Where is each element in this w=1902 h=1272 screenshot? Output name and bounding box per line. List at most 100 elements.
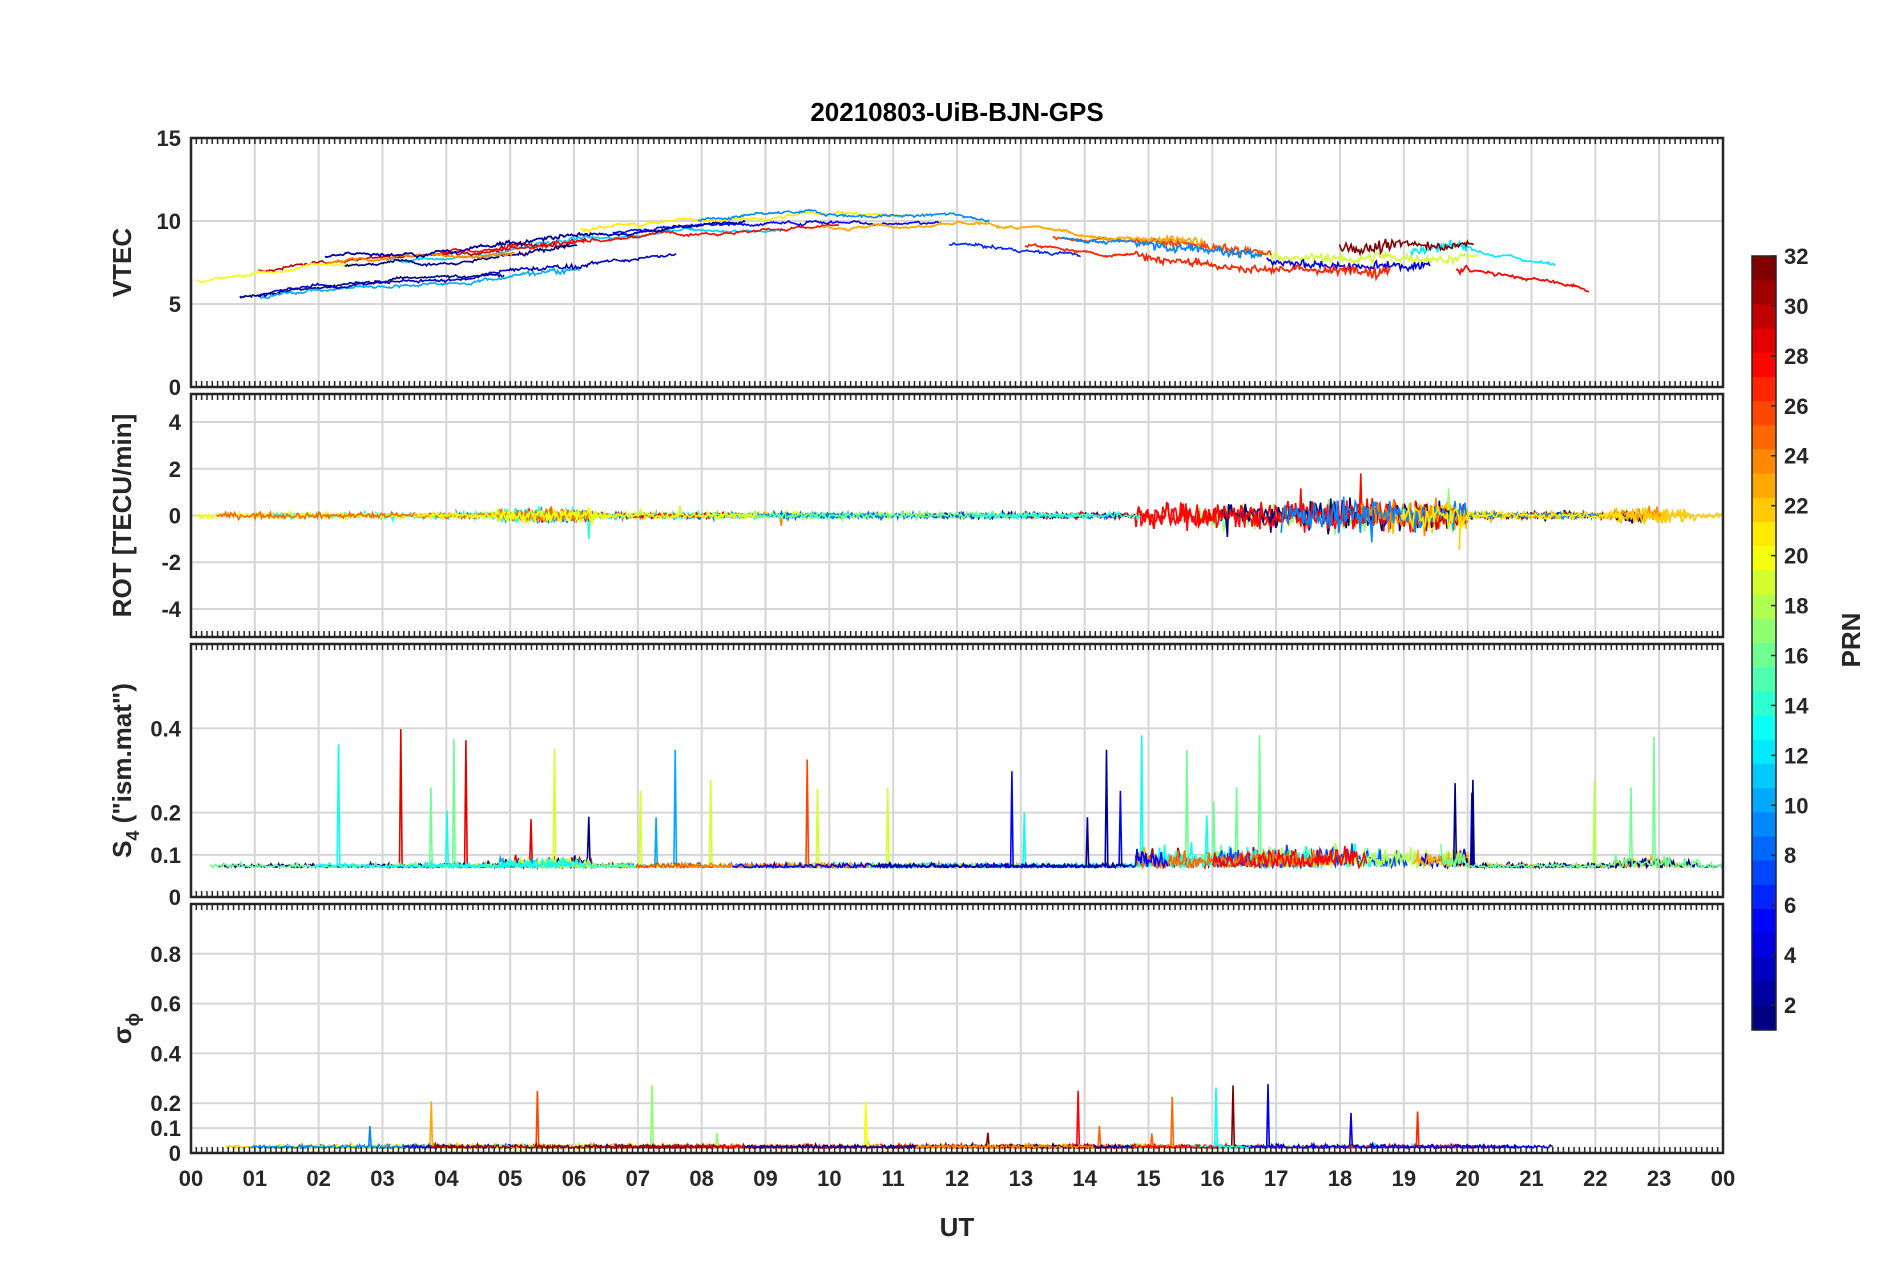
colorbar-tick-label: 26 (1784, 394, 1808, 419)
series-trace (414, 506, 757, 525)
colorbar-tick-label: 6 (1784, 893, 1796, 918)
colorbar-segment (1752, 546, 1776, 572)
colorbar-segment (1752, 304, 1776, 330)
colorbar-segment (1752, 884, 1776, 910)
y-axis-label: ROT [TECU/min] (107, 414, 137, 618)
colorbar-tick-label: 22 (1784, 494, 1808, 519)
panel-4-traces (225, 1084, 1553, 1151)
colorbar-tick-label: 14 (1784, 693, 1809, 718)
x-tick-label: 07 (626, 1166, 650, 1191)
y-axis-label-rest: ("ism.mat") (107, 683, 137, 830)
x-tick-label: 00 (179, 1166, 203, 1191)
colorbar-segment (1752, 376, 1776, 402)
colorbar-segment (1752, 570, 1776, 596)
x-tick-label: 16 (1200, 1166, 1224, 1191)
x-tick-label: 08 (689, 1166, 713, 1191)
colorbar-tick-label: 28 (1784, 344, 1808, 369)
colorbar-segment (1752, 763, 1776, 789)
series-trace (386, 226, 786, 264)
series-trace (324, 220, 746, 259)
chart-title: 20210803-UiB-BJN-GPS (810, 97, 1103, 127)
y-tick-label: -2 (161, 550, 181, 575)
y-tick-label: 5 (169, 292, 181, 317)
panel-1-traces (196, 208, 1589, 300)
series-trace (316, 744, 573, 871)
x-tick-labels: 00 01 02 03 04 05 06 07 08 09 10 11 12 13 14 15 16 17 18 19… (179, 1166, 1735, 1191)
series-trace (1060, 236, 1263, 260)
y-tick-label: 4 (169, 410, 182, 435)
y-tick-label: 0.2 (150, 1091, 181, 1116)
colorbar-segment (1752, 256, 1776, 281)
y-tick-label: 0 (169, 375, 181, 400)
y-axis-label-sub: ϕ (123, 1013, 143, 1027)
colorbar-segment (1752, 1005, 1776, 1031)
colorbar-segment (1752, 328, 1776, 354)
colorbar-segment (1752, 449, 1776, 475)
series-trace (779, 509, 1113, 522)
series-trace (1400, 505, 1623, 530)
x-tick-label: 20 (1455, 1166, 1479, 1191)
series-trace (580, 209, 910, 234)
colorbar-segment (1752, 788, 1776, 813)
x-tick-label: 09 (753, 1166, 777, 1191)
x-tick-label: 18 (1328, 1166, 1352, 1191)
y-tick-label: 0 (169, 885, 181, 910)
x-tick-label: 10 (817, 1166, 841, 1191)
series-trace (1455, 264, 1589, 293)
x-tick-label: 00 (1711, 1166, 1735, 1191)
y-tick-label: -4 (161, 597, 181, 622)
colorbar-tick-label: 10 (1784, 793, 1808, 818)
y-tick-label: 0.4 (150, 716, 181, 741)
y-tick-label: 0 (169, 504, 181, 529)
colorbar-tick-label: 4 (1784, 943, 1797, 968)
y-tick-label: 0.8 (150, 942, 181, 967)
series-trace (344, 243, 578, 268)
colorbar-segment (1752, 618, 1776, 644)
series-trace (821, 220, 1205, 248)
x-axis-label: UT (940, 1212, 975, 1242)
colorbar-segment (1752, 425, 1776, 451)
series-trace (697, 208, 990, 223)
y-tick-label: 0.2 (150, 801, 181, 826)
colorbar-tick-label: 32 (1784, 244, 1808, 269)
y-tick-label: 2 (169, 457, 181, 482)
series-trace (1439, 736, 1723, 870)
x-tick-label: 03 (370, 1166, 394, 1191)
colorbar-segment (1752, 691, 1776, 717)
colorbar-segment (1752, 981, 1776, 1007)
y-tick-label: 0 (169, 1141, 181, 1166)
colorbar-segment (1752, 836, 1776, 862)
series-trace (1256, 249, 1479, 267)
y-axis-label: VTEC (107, 228, 137, 298)
colorbar-tick-label: 2 (1784, 993, 1796, 1018)
colorbar-tick-label: 18 (1784, 594, 1808, 619)
x-tick-label: 22 (1583, 1166, 1607, 1191)
series-trace (196, 262, 360, 284)
y-tick-label: 15 (157, 126, 181, 151)
colorbar-segment (1752, 812, 1776, 838)
panel-2-traces (195, 473, 1723, 550)
series-trace (257, 253, 677, 298)
y-axis-label-main: S (107, 841, 137, 858)
colorbar-segment (1752, 401, 1776, 426)
series-trace (1024, 243, 1391, 282)
y-tick-label: 0.1 (150, 843, 181, 868)
colorbar-segment (1752, 909, 1776, 934)
colorbar-tick-label: 8 (1784, 843, 1796, 868)
series-trace (1211, 845, 1368, 870)
y-axis-label-sub: 4 (123, 831, 143, 841)
series-trace (876, 749, 1129, 870)
x-tick-label: 01 (243, 1166, 267, 1191)
y-axis-label: S4 ("ism.mat") (107, 683, 143, 858)
series-trace (612, 219, 942, 234)
series-trace (1338, 237, 1474, 257)
x-tick-label: 11 (882, 1166, 905, 1191)
colorbar-tick-label: 20 (1784, 544, 1808, 569)
x-tick-label: 04 (434, 1166, 459, 1191)
y-tick-label: 10 (157, 209, 181, 234)
colorbar-segment (1752, 860, 1776, 886)
colorbar-segment (1752, 522, 1776, 547)
x-tick-label: 19 (1392, 1166, 1416, 1191)
colorbar-tick-label: 12 (1784, 743, 1808, 768)
